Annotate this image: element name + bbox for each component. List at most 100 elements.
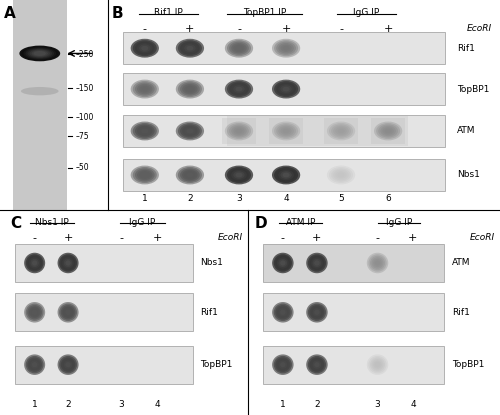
Text: –75: –75 — [75, 132, 89, 141]
Bar — [371, 118, 405, 144]
Ellipse shape — [176, 80, 204, 98]
Text: IgG IP: IgG IP — [129, 218, 156, 227]
Text: B: B — [112, 6, 123, 21]
Ellipse shape — [225, 39, 253, 58]
Text: 2: 2 — [65, 400, 71, 409]
Ellipse shape — [178, 81, 202, 97]
Ellipse shape — [367, 253, 388, 273]
Ellipse shape — [32, 50, 48, 56]
Text: TopBP1: TopBP1 — [200, 360, 233, 369]
Ellipse shape — [28, 357, 42, 372]
Text: Rif1: Rif1 — [452, 308, 470, 317]
Text: TopBP1: TopBP1 — [457, 85, 489, 93]
Ellipse shape — [186, 46, 194, 51]
Ellipse shape — [135, 83, 154, 96]
Ellipse shape — [236, 46, 242, 51]
Text: +: + — [152, 233, 162, 243]
Ellipse shape — [30, 308, 39, 316]
Ellipse shape — [139, 85, 150, 93]
Ellipse shape — [280, 171, 291, 179]
Ellipse shape — [282, 173, 290, 177]
Ellipse shape — [135, 168, 154, 182]
Ellipse shape — [310, 256, 324, 270]
Ellipse shape — [137, 84, 152, 94]
Ellipse shape — [130, 80, 159, 98]
Ellipse shape — [186, 87, 194, 91]
Ellipse shape — [314, 362, 320, 367]
Text: +: + — [384, 24, 393, 34]
Text: 2: 2 — [187, 194, 192, 203]
Ellipse shape — [311, 359, 323, 370]
Ellipse shape — [139, 171, 150, 179]
Ellipse shape — [380, 126, 396, 136]
Ellipse shape — [308, 254, 326, 272]
Bar — [123, 32, 445, 64]
Ellipse shape — [276, 168, 296, 182]
Text: ATM: ATM — [452, 259, 470, 268]
Bar — [15, 244, 193, 282]
Ellipse shape — [231, 126, 247, 136]
Ellipse shape — [312, 308, 321, 316]
Ellipse shape — [66, 310, 70, 315]
Text: –100: –100 — [75, 113, 94, 122]
Text: 2: 2 — [314, 400, 320, 409]
Ellipse shape — [278, 361, 287, 369]
Bar — [222, 118, 256, 144]
Ellipse shape — [278, 170, 294, 180]
Ellipse shape — [272, 253, 293, 273]
Text: Nbs1: Nbs1 — [200, 259, 224, 268]
Text: 4: 4 — [284, 194, 289, 203]
Text: Nbs1 IP: Nbs1 IP — [35, 218, 69, 227]
Ellipse shape — [276, 305, 290, 320]
Ellipse shape — [29, 307, 40, 318]
Ellipse shape — [231, 43, 247, 54]
Text: 4: 4 — [410, 400, 416, 409]
Ellipse shape — [312, 259, 321, 267]
Ellipse shape — [227, 123, 251, 139]
Ellipse shape — [368, 254, 386, 272]
Ellipse shape — [26, 254, 44, 272]
Ellipse shape — [229, 42, 249, 55]
Text: Rif1: Rif1 — [457, 44, 474, 53]
Ellipse shape — [26, 48, 54, 59]
Ellipse shape — [278, 126, 294, 136]
Ellipse shape — [142, 87, 148, 91]
Text: +: + — [185, 24, 194, 34]
Ellipse shape — [225, 80, 253, 98]
Ellipse shape — [21, 87, 59, 95]
Ellipse shape — [327, 122, 355, 140]
Text: -: - — [281, 233, 285, 243]
Ellipse shape — [59, 303, 77, 321]
Ellipse shape — [64, 361, 72, 369]
Text: -: - — [32, 233, 36, 243]
Ellipse shape — [274, 303, 292, 321]
Ellipse shape — [28, 256, 42, 270]
Ellipse shape — [182, 43, 198, 54]
Ellipse shape — [180, 83, 200, 96]
Bar — [262, 346, 444, 384]
Ellipse shape — [334, 126, 349, 136]
Ellipse shape — [376, 123, 400, 139]
Ellipse shape — [130, 166, 159, 184]
Ellipse shape — [374, 122, 402, 140]
Ellipse shape — [180, 42, 200, 55]
Ellipse shape — [312, 361, 321, 369]
Ellipse shape — [236, 87, 242, 91]
Ellipse shape — [182, 170, 198, 180]
Text: Rif1: Rif1 — [200, 308, 218, 317]
Text: Nbs1: Nbs1 — [457, 171, 479, 180]
Ellipse shape — [311, 257, 323, 269]
Ellipse shape — [276, 42, 296, 55]
Text: +: + — [408, 233, 418, 243]
Ellipse shape — [32, 261, 38, 266]
Ellipse shape — [176, 39, 204, 58]
Ellipse shape — [139, 127, 150, 135]
Ellipse shape — [22, 46, 58, 61]
Ellipse shape — [229, 168, 249, 182]
Text: –150: –150 — [75, 83, 94, 93]
Ellipse shape — [59, 254, 77, 272]
Ellipse shape — [229, 83, 249, 96]
Ellipse shape — [234, 127, 244, 135]
Ellipse shape — [32, 310, 38, 315]
Ellipse shape — [182, 126, 198, 136]
